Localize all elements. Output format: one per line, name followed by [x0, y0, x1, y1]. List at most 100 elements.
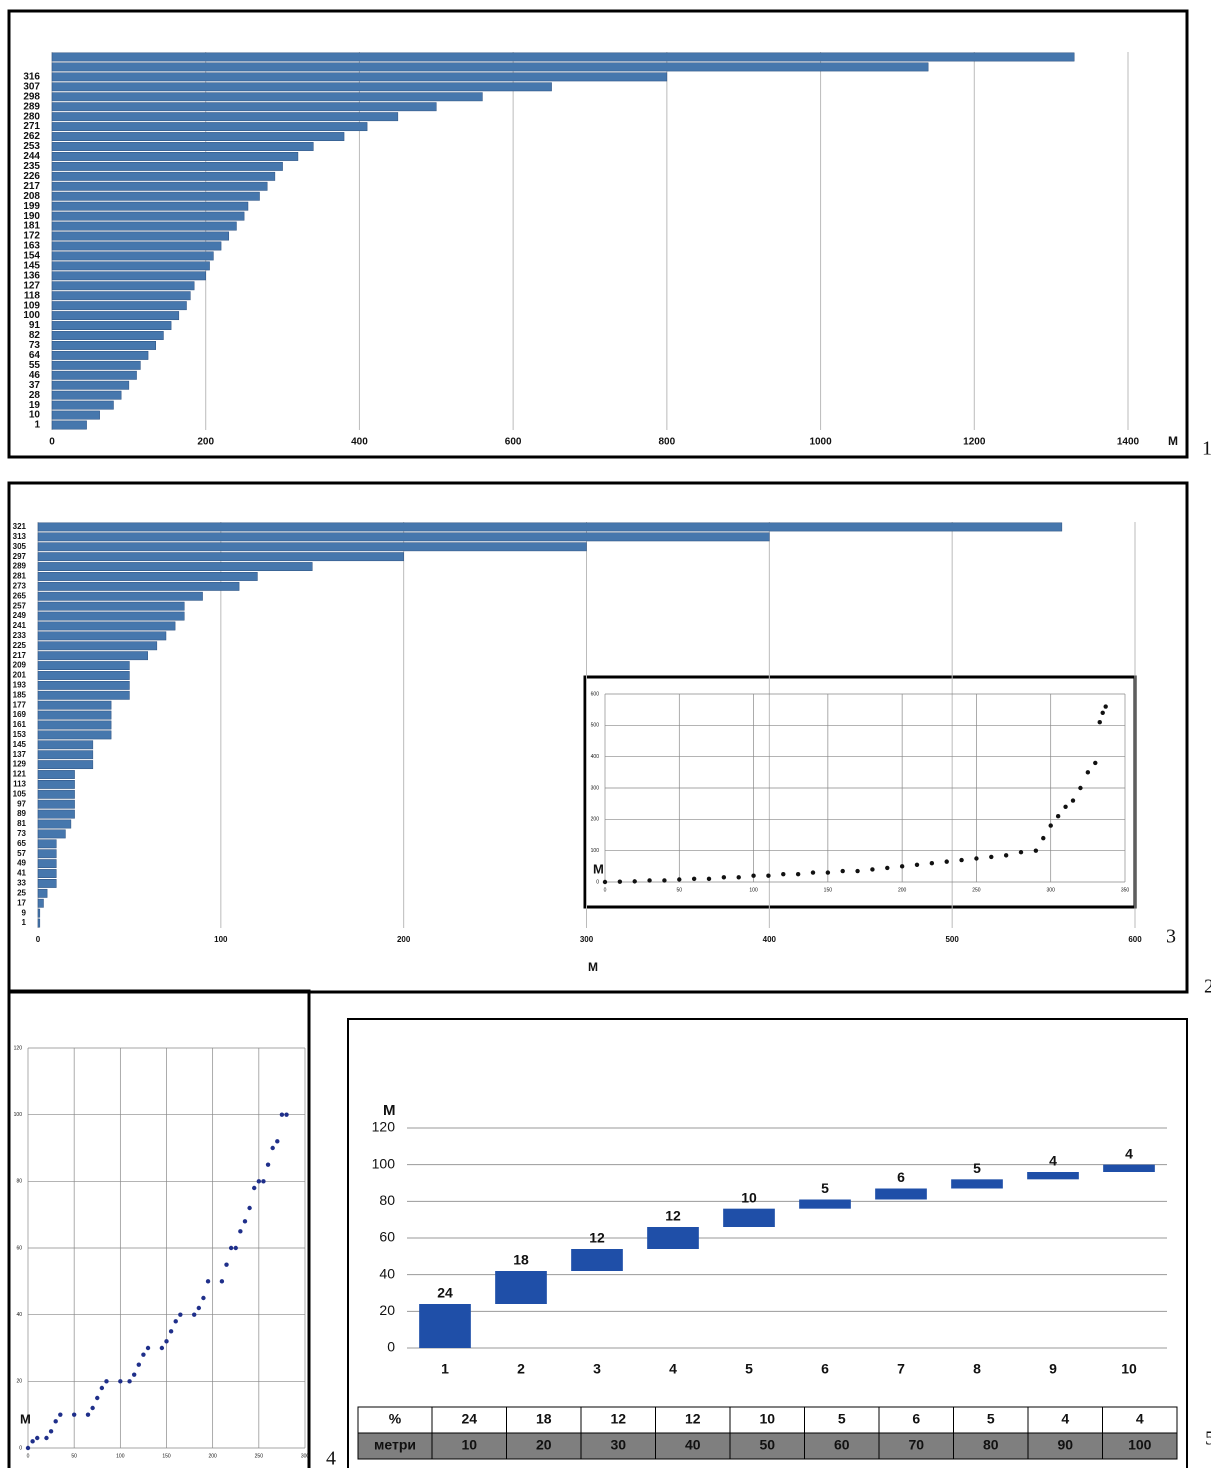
bar	[51, 92, 483, 102]
x-tick-label: 200	[208, 1453, 217, 1459]
panel-label: 3	[1166, 926, 1176, 948]
point	[840, 868, 845, 874]
y-tick-label: 253	[23, 141, 40, 152]
point	[53, 1419, 58, 1424]
point	[85, 1412, 91, 1417]
y-axis-label: M	[20, 1411, 31, 1426]
y-tick-label: 0	[596, 879, 599, 885]
x-tick-label: 0	[49, 437, 55, 448]
value-label: 24	[437, 1285, 453, 1301]
bar	[37, 789, 75, 799]
bar	[37, 849, 57, 859]
point	[136, 1362, 141, 1367]
y-tick-label: 177	[13, 700, 27, 709]
bar	[37, 532, 770, 542]
y-tick-label: 244	[23, 151, 40, 162]
point	[1093, 760, 1098, 766]
bar	[37, 809, 75, 819]
bar	[37, 918, 41, 928]
y-tick-label: 161	[13, 720, 27, 729]
point	[224, 1262, 229, 1267]
y-tick-label: 17	[17, 898, 26, 907]
y-tick-label: 91	[29, 320, 41, 331]
point	[168, 1329, 174, 1334]
bar	[37, 700, 112, 710]
bar	[37, 631, 167, 641]
point	[944, 859, 949, 864]
y-tick-label: 73	[17, 829, 26, 838]
value-label: 12	[665, 1208, 681, 1224]
x-tick-label: 800	[659, 437, 676, 448]
y-tick-label: 46	[29, 370, 41, 381]
y-tick-label: 49	[17, 859, 26, 868]
point	[632, 879, 637, 884]
bar	[37, 908, 41, 918]
x-tick-label: 50	[71, 1453, 77, 1459]
bar	[37, 680, 130, 690]
bar	[51, 171, 276, 181]
x-tick-label: 1	[441, 1361, 449, 1377]
y-tick-label: 400	[591, 754, 600, 760]
table-cell	[431, 1406, 507, 1434]
bar	[51, 181, 268, 191]
y-tick-label: 265	[13, 591, 27, 600]
bar	[1027, 1172, 1079, 1180]
y-tick-label: 25	[17, 888, 26, 897]
x-tick-label: 300	[1047, 887, 1056, 893]
bar	[37, 581, 240, 591]
y-tick-label: 307	[23, 81, 40, 92]
bar	[51, 152, 299, 161]
y-tick-label: 118	[24, 290, 41, 301]
bar	[37, 829, 66, 839]
table-cell-text: 100	[1128, 1437, 1152, 1453]
value-label: 6	[897, 1169, 905, 1185]
point	[58, 1412, 63, 1417]
bar	[51, 410, 100, 420]
table-cell-text: 4	[1136, 1411, 1144, 1427]
y-tick-label: 257	[13, 601, 27, 610]
point	[99, 1385, 105, 1391]
point	[252, 1185, 257, 1191]
point	[275, 1139, 280, 1144]
bar	[37, 730, 112, 740]
y-tick-label: 181	[23, 221, 40, 232]
bar	[51, 142, 314, 151]
value-label: 4	[1049, 1153, 1057, 1169]
point	[284, 1112, 289, 1117]
point	[736, 875, 741, 880]
x-tick-label: 0	[36, 935, 41, 944]
x-tick-label: 150	[162, 1453, 171, 1459]
bar	[419, 1304, 471, 1348]
bar	[51, 311, 180, 321]
bar	[37, 720, 112, 730]
y-tick-label: 100	[591, 848, 600, 854]
y-tick-label: 41	[17, 869, 26, 878]
y-tick-label: 60	[379, 1229, 395, 1245]
table-cell	[729, 1406, 805, 1434]
x-tick-label: 200	[397, 935, 411, 944]
x-tick-label: 1000	[809, 437, 832, 448]
bar	[51, 360, 141, 370]
x-tick-label: 350	[1121, 887, 1130, 893]
y-tick-label: 169	[13, 710, 27, 719]
bar	[37, 888, 48, 898]
y-tick-label: 172	[23, 231, 40, 242]
y-tick-label: 9	[22, 908, 27, 917]
point	[1100, 710, 1105, 715]
point	[974, 856, 979, 861]
table-row-label: %	[389, 1411, 402, 1427]
table-cell-text: 12	[685, 1411, 701, 1427]
y-tick-label: 280	[23, 111, 40, 122]
point	[825, 870, 831, 875]
bar	[51, 102, 437, 112]
panel-frame	[347, 1018, 1188, 1468]
y-tick-label: 1	[22, 918, 27, 927]
y-tick-label: 60	[16, 1245, 22, 1251]
point	[35, 1435, 40, 1441]
bar	[37, 819, 72, 829]
bar	[37, 621, 176, 631]
bar	[37, 859, 57, 869]
y-tick-label: 217	[23, 181, 40, 192]
x-tick-label: 0	[27, 1453, 30, 1459]
